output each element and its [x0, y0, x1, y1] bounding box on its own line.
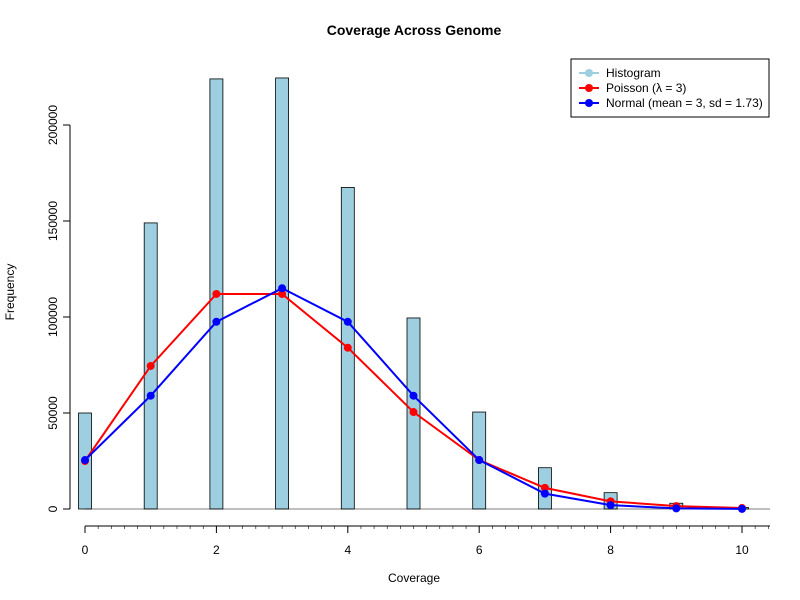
legend-poisson-marker: [585, 84, 593, 92]
series-1-point-4: [343, 317, 352, 326]
series-1-point-5: [409, 391, 418, 400]
y-tick-label-0: 0: [46, 505, 60, 512]
series-0-point-3: [278, 289, 287, 298]
chart-title: Coverage Across Genome: [327, 22, 502, 38]
histogram-bars: [78, 77, 770, 510]
x-axis: 0 2 4 6 8 10: [82, 525, 770, 557]
series-0-point-7: [540, 483, 549, 492]
series-1-point-1: [146, 391, 155, 400]
legend-item-poisson: Poisson (λ = 3): [579, 81, 686, 95]
x-tick-label-2: 2: [213, 543, 220, 557]
series-1-point-6: [475, 456, 484, 465]
series-0-point-2: [212, 289, 221, 298]
legend-histogram-marker: [585, 69, 593, 77]
y-axis: 0 50000 100000 150000 200000: [46, 105, 71, 512]
x-tick-label-4: 4: [344, 543, 351, 557]
series-1-point-8: [606, 501, 615, 510]
x-tick-label-6: 6: [476, 543, 483, 557]
series-1-point-2: [212, 317, 221, 326]
y-axis-label: Frequency: [3, 264, 17, 321]
x-tick-label-8: 8: [607, 543, 614, 557]
y-tick-label-100000: 100000: [46, 297, 60, 337]
x-axis-label: Coverage: [388, 571, 440, 585]
series-1-point-10: [738, 504, 746, 513]
legend-item-normal: Normal (mean = 3, sd = 1.73): [579, 96, 763, 110]
x-tick-label-10: 10: [735, 543, 749, 557]
y-tick-label-150000: 150000: [46, 201, 60, 241]
series-1-point-3: [278, 284, 287, 293]
legend-normal-marker: [585, 99, 593, 107]
series-0-point-4: [343, 343, 352, 352]
series-1-point-0: [81, 456, 89, 465]
distribution-lines: [81, 284, 746, 513]
legend: Histogram Poisson (λ = 3) Normal (mean =…: [570, 58, 770, 118]
series-0-point-1: [146, 361, 155, 370]
series-1-point-9: [672, 504, 681, 513]
x-tick-label-0: 0: [82, 543, 89, 557]
legend-box: [570, 58, 770, 118]
legend-poisson-label: Poisson (λ = 3): [606, 81, 686, 95]
legend-normal-label: Normal (mean = 3, sd = 1.73): [606, 96, 763, 110]
legend-histogram-label: Histogram: [606, 66, 661, 80]
y-tick-label-50000: 50000: [46, 396, 60, 430]
series-1-point-7: [540, 489, 549, 498]
legend-item-histogram: Histogram: [579, 66, 661, 80]
series-0-point-5: [409, 408, 418, 417]
y-tick-label-200000: 200000: [46, 105, 60, 145]
